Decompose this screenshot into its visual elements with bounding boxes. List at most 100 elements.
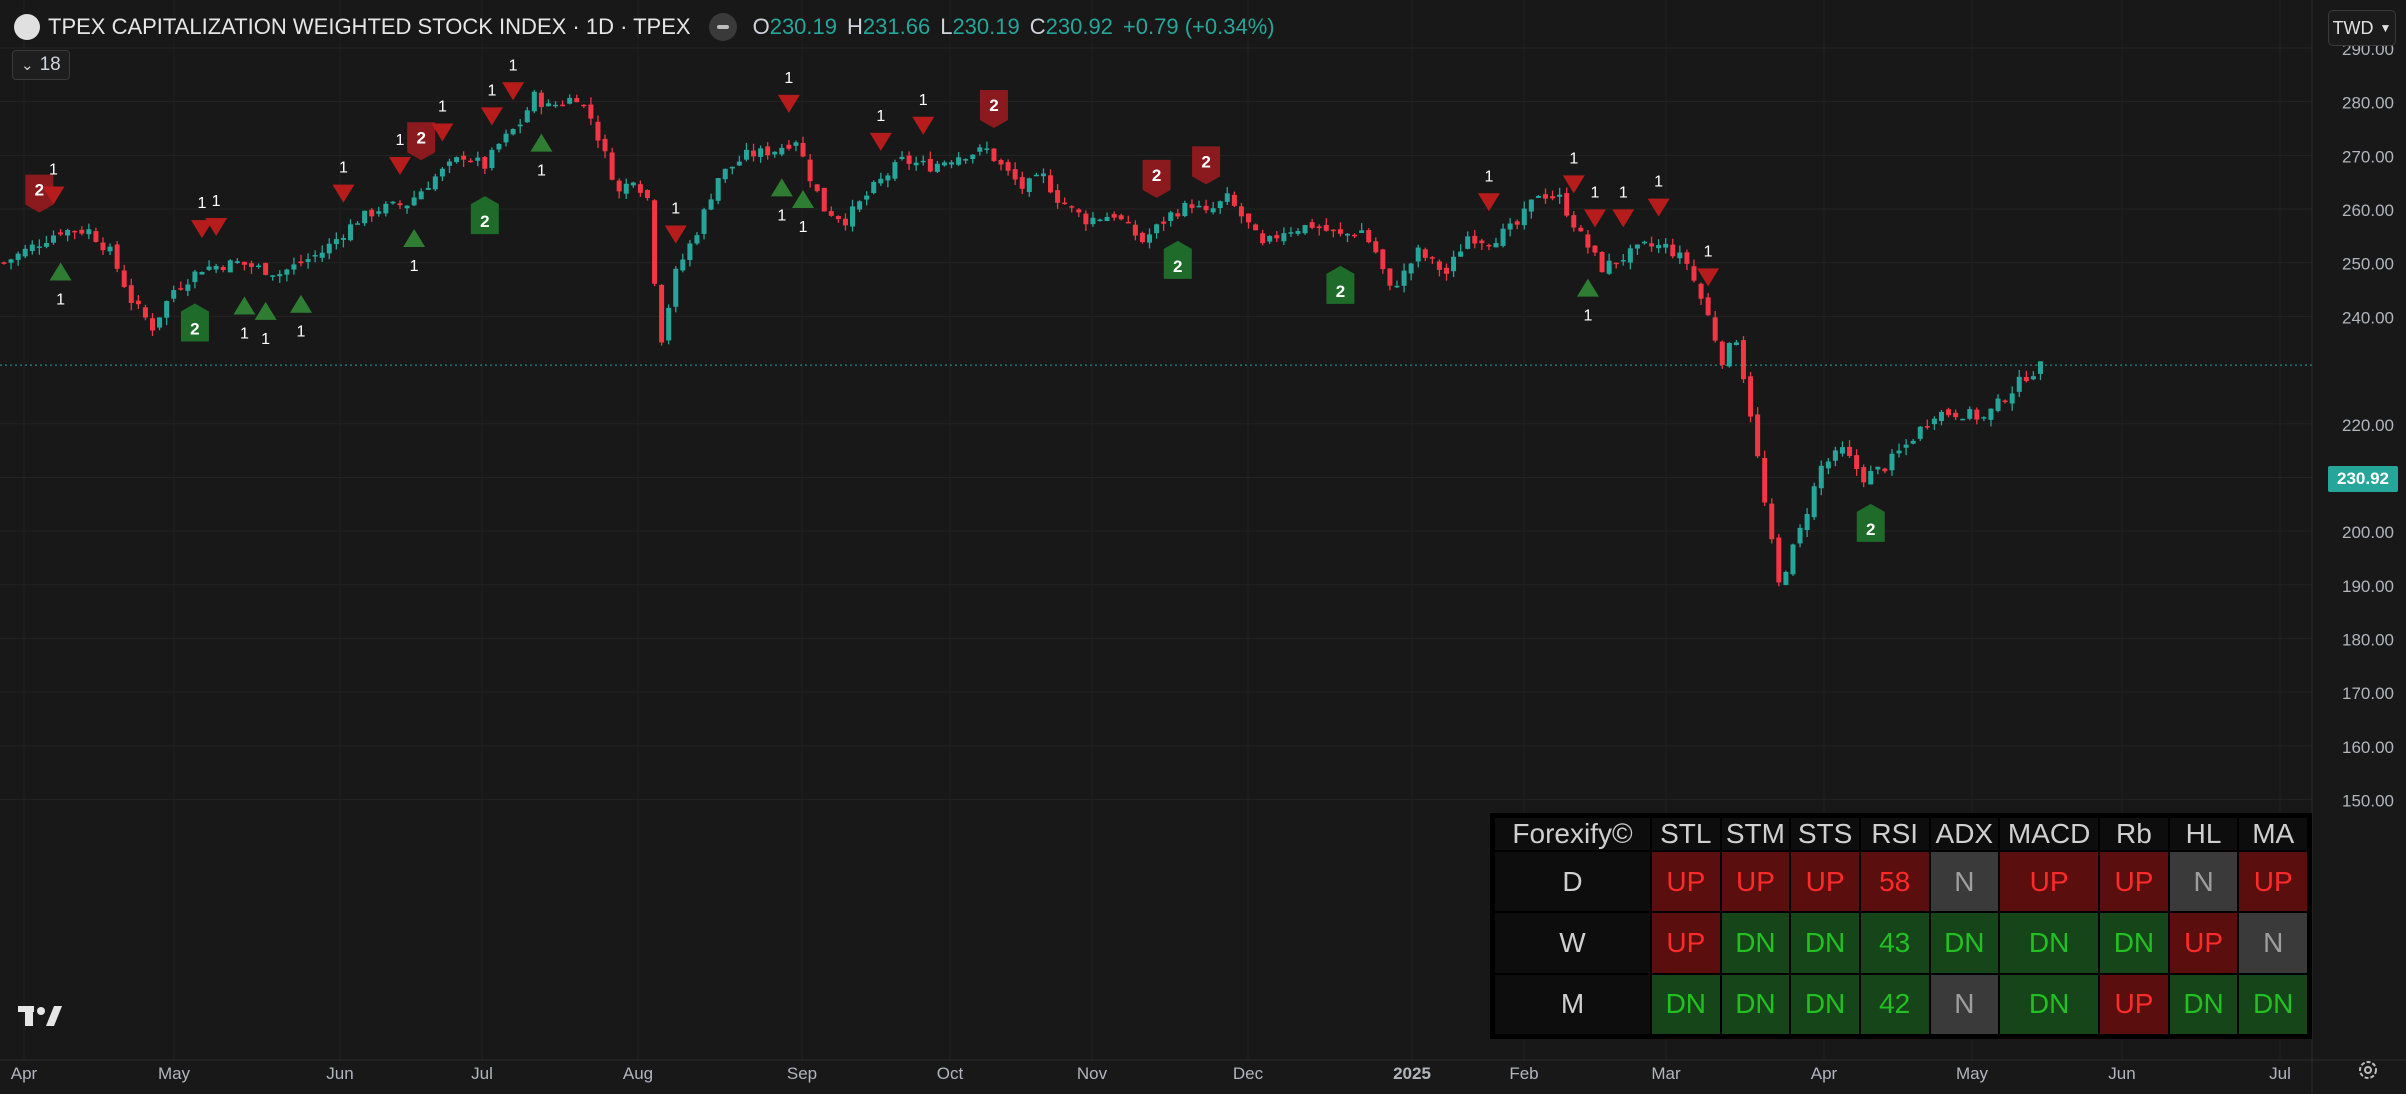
candle-body	[199, 272, 205, 275]
candle-body	[899, 156, 905, 160]
candle-body	[793, 142, 799, 146]
candle-body	[864, 195, 870, 200]
candle-body	[1627, 248, 1633, 263]
candle-body	[751, 150, 757, 157]
buy-signal-badge	[1326, 265, 1355, 304]
candle-body	[956, 157, 962, 165]
signal-cell-w-rb: DN	[2098, 911, 2170, 975]
candle-body	[828, 211, 834, 216]
candle-body	[439, 168, 445, 177]
candle-body	[1380, 249, 1386, 270]
candle-body	[1854, 455, 1860, 470]
currency-select[interactable]: TWD ▼	[2328, 10, 2396, 46]
signal-cell-w-macd: DN	[1998, 911, 2101, 975]
candle-body	[1352, 234, 1358, 237]
sell-triangle-icon	[1562, 175, 1585, 194]
sell-signal-label: 2	[416, 128, 425, 147]
candle-body	[446, 161, 452, 166]
candle-body	[256, 265, 262, 268]
candle-body	[425, 187, 431, 190]
candle-body	[991, 148, 997, 162]
candle-body	[432, 176, 438, 190]
hide-toggle-button[interactable]	[708, 13, 737, 41]
candle-body	[687, 243, 693, 260]
candle-body	[312, 255, 318, 257]
table-body: D UP UP UP 58 N UP UP N UP W UP DN DN 43 DN DN DN UP N M DN DN…	[1493, 849, 2309, 1037]
candle-body	[376, 211, 382, 214]
candle-body	[1634, 244, 1640, 249]
candle-body	[1401, 270, 1407, 286]
candle-body	[1613, 262, 1619, 265]
symbol-title[interactable]: TPEX CAPITALIZATION WEIGHTED STOCK INDEX…	[48, 14, 691, 39]
candle-body	[1436, 261, 1442, 270]
sell-signal-label: 1	[1654, 174, 1663, 191]
candle-body	[517, 124, 523, 127]
candle-body	[1118, 215, 1124, 220]
sell-signal-badge	[979, 90, 1008, 129]
buy-signal-label: 2	[1173, 257, 1182, 276]
signal-cell-d-ma: UP	[2237, 849, 2309, 914]
candle-body	[369, 209, 375, 217]
candle-body	[1062, 202, 1068, 205]
candle-body	[1451, 256, 1457, 272]
settings-gear-icon[interactable]	[2356, 1058, 2380, 1082]
candle-body	[934, 163, 940, 172]
candle-body	[1684, 252, 1690, 264]
candle-body	[107, 246, 113, 252]
sell-signal-label: 1	[339, 160, 348, 177]
candle-body	[765, 146, 771, 156]
candle-body	[2016, 376, 2022, 392]
sell-triangle-icon	[431, 123, 454, 142]
candle-body	[722, 168, 728, 180]
sell-triangle-icon	[1583, 209, 1606, 228]
buy-signal-label: 2	[190, 319, 199, 338]
candle-body	[29, 244, 35, 251]
candle-body	[1649, 243, 1655, 247]
candle-body	[1267, 235, 1273, 242]
x-tick-label: Apr	[11, 1064, 38, 1083]
buy-signal-label: 2	[1866, 520, 1875, 539]
candle-body	[298, 261, 304, 264]
table-header-row: Forexify© STL STM STS RSI ADX MACD Rb HL…	[1493, 816, 2309, 852]
candle-body	[623, 183, 629, 194]
candle-body	[404, 205, 410, 209]
candle-body	[1726, 343, 1732, 367]
candle-body	[1040, 173, 1046, 177]
low-value: 230.19	[952, 14, 1020, 39]
column-header: MA	[2237, 816, 2309, 852]
buy-signal-label: 1	[297, 324, 306, 341]
candle-body	[1606, 260, 1612, 274]
candle-body	[482, 157, 488, 169]
indicators-collapse-button[interactable]: ⌄ 18	[12, 50, 70, 80]
candle-body	[1762, 458, 1768, 503]
candle-body	[100, 242, 106, 251]
signal-cell-m-macd: DN	[1998, 972, 2101, 1037]
sell-triangle-icon	[190, 220, 213, 239]
candle-body	[72, 230, 78, 233]
symbol-logo-icon	[14, 14, 40, 40]
sell-signal-label: 1	[919, 92, 928, 109]
candle-body	[736, 161, 742, 166]
candle-body	[475, 157, 481, 161]
x-tick-label: May	[1956, 1064, 1989, 1083]
sell-signal-label: 1	[198, 195, 207, 212]
candle-body	[538, 92, 544, 107]
candle-body	[1479, 240, 1485, 244]
tradingview-logo-icon[interactable]	[18, 1004, 64, 1028]
candle-body	[1224, 193, 1230, 202]
candle-body	[567, 97, 573, 104]
signal-cell-m-hl: DN	[2167, 972, 2240, 1037]
candle-body	[234, 261, 240, 264]
candle-body	[50, 235, 56, 243]
candle-body	[397, 203, 403, 206]
candle-body	[1953, 412, 1959, 418]
candle-body	[1783, 571, 1789, 585]
candle-body	[1910, 440, 1916, 444]
column-header: ADX	[1928, 816, 2001, 852]
sell-triangle-icon	[869, 132, 892, 151]
candle-body	[1528, 199, 1534, 212]
sell-signal-label: 2	[35, 181, 44, 200]
candle-body	[1323, 225, 1329, 231]
sell-signal-label: 1	[1704, 243, 1713, 260]
